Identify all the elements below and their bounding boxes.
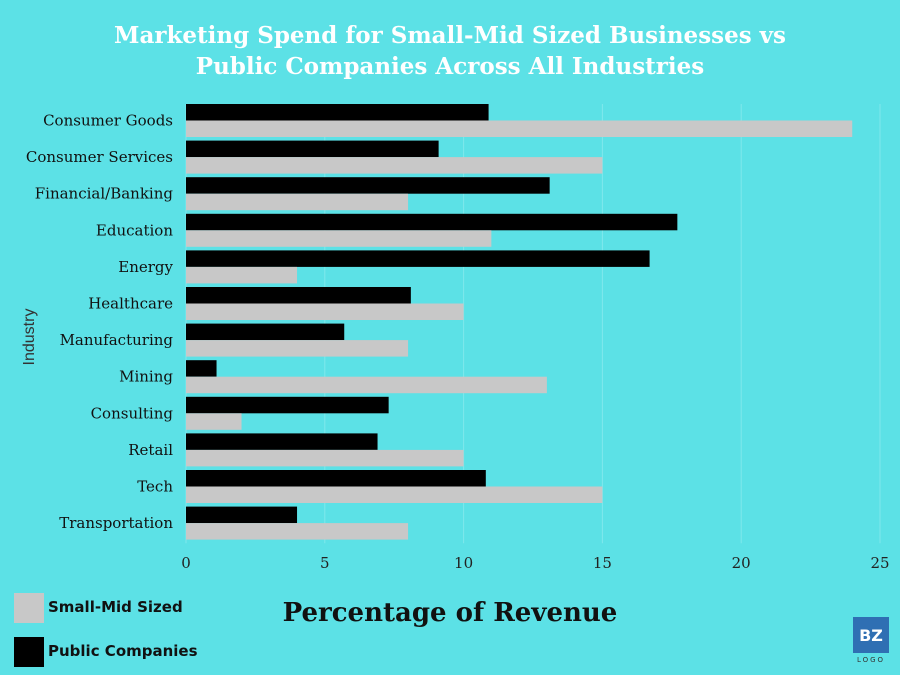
bar-small-mid [186, 340, 409, 357]
bar-public [186, 287, 411, 304]
category-label: Consulting [91, 404, 174, 422]
bar-small-mid [186, 376, 547, 394]
bar-public [186, 140, 439, 158]
legend-swatch-public [14, 637, 44, 667]
bar-small-mid [186, 303, 464, 320]
legend-swatch-small-mid [14, 593, 44, 623]
chart-title: Marketing Spend for Small-Mid Sized Busi… [0, 20, 900, 82]
bar-public [186, 396, 389, 414]
x-tick-label: 25 [870, 554, 889, 572]
category-label: Healthcare [88, 295, 173, 313]
x-tick-label: 15 [593, 554, 612, 572]
x-tick-label: 5 [320, 554, 330, 572]
bar-public [186, 104, 489, 121]
bar-small-mid [186, 523, 409, 540]
brand-logo: BZ LOGO [853, 617, 889, 664]
category-label: Energy [118, 258, 173, 276]
chart-title-line-2: Public Companies Across All Industries [195, 53, 705, 80]
category-label: Mining [119, 368, 173, 386]
bar-small-mid [186, 413, 242, 430]
bar-public [186, 250, 650, 267]
x-tick-label: 20 [732, 554, 751, 572]
x-tick-label: 0 [181, 554, 191, 572]
category-label: Education [96, 221, 173, 239]
bar-public [186, 506, 298, 524]
bar-small-mid [186, 486, 603, 503]
y-axis-label: Industry [21, 308, 38, 366]
category-label: Manufacturing [60, 331, 174, 349]
legend-label-small-mid: Small-Mid Sized [48, 598, 183, 616]
bar-small-mid [186, 120, 853, 137]
bar-public [186, 433, 378, 450]
bar-small-mid [186, 449, 464, 467]
category-label: Tech [137, 478, 173, 496]
logo-mark: BZ [853, 617, 889, 653]
category-label: Consumer Services [26, 148, 173, 166]
category-label: Consumer Goods [43, 112, 173, 130]
bar-public [186, 323, 345, 341]
bar-small-mid [186, 266, 298, 284]
bar-public [186, 177, 550, 194]
bar-public [186, 360, 217, 377]
bar-public [186, 213, 678, 231]
bar-small-mid [186, 230, 492, 247]
x-axis-label: Percentage of Revenue [282, 598, 618, 628]
category-label: Retail [128, 441, 173, 459]
legend-label-public: Public Companies [48, 642, 198, 660]
bar-small-mid [186, 157, 603, 174]
logo-subtext: LOGO [856, 656, 886, 664]
bar-public [186, 470, 486, 487]
category-label: Financial/Banking [35, 185, 174, 203]
x-tick-label: 10 [454, 554, 473, 572]
bar-small-mid [186, 193, 409, 211]
category-label: Transportation [59, 514, 173, 532]
chart-title-line-1: Marketing Spend for Small-Mid Sized Busi… [113, 22, 786, 49]
